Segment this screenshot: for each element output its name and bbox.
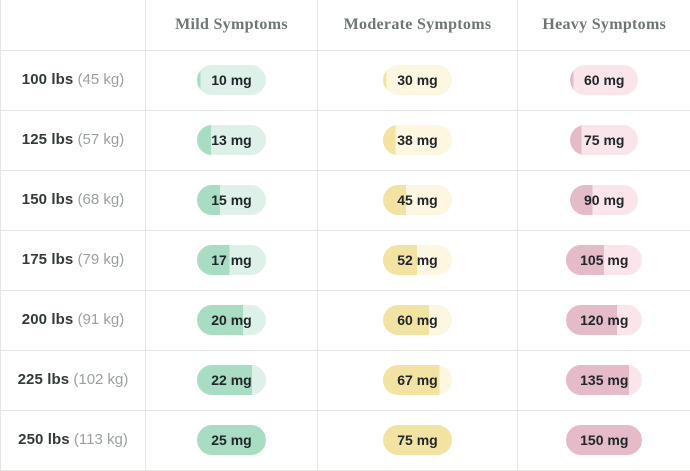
weight-kg: (102 kg) — [69, 371, 128, 388]
header-row: Mild Symptoms Moderate Symptoms Heavy Sy… — [1, 0, 690, 50]
weight-lbs: 150 lbs — [22, 191, 74, 208]
dose-cell-heavy: 105 mg — [518, 230, 690, 290]
dose-cell-moderate: 60 mg — [318, 290, 518, 350]
dose-pill: 105 mg — [566, 245, 642, 275]
table-row: 175 lbs (79 kg) 17 mg 52 mg 105 mg — [1, 230, 690, 290]
dose-pill: 13 mg — [197, 125, 265, 155]
dose-pill: 52 mg — [383, 245, 451, 275]
table-body: 100 lbs (45 kg) 10 mg 30 mg 60 mg 125 lbs (5… — [1, 50, 690, 470]
weight-kg: (45 kg) — [73, 71, 124, 88]
weight-kg: (113 kg) — [70, 431, 128, 448]
dose-pill: 38 mg — [383, 125, 451, 155]
weight-label: 175 lbs (79 kg) — [1, 230, 146, 290]
dose-cell-heavy: 75 mg — [518, 110, 690, 170]
weight-label: 250 lbs (113 kg) — [1, 410, 146, 470]
dose-pill: 90 mg — [570, 185, 638, 215]
dose-cell-moderate: 52 mg — [318, 230, 518, 290]
dose-pill: 60 mg — [570, 65, 638, 95]
table-row: 200 lbs (91 kg) 20 mg 60 mg 120 mg — [1, 290, 690, 350]
table-row: 100 lbs (45 kg) 10 mg 30 mg 60 mg — [1, 50, 690, 110]
dose-pill: 10 mg — [197, 65, 265, 95]
dose-pill: 30 mg — [383, 65, 451, 95]
dose-cell-mild: 22 mg — [146, 350, 318, 410]
weight-lbs: 200 lbs — [22, 311, 74, 328]
weight-lbs: 100 lbs — [22, 71, 74, 88]
table-row: 150 lbs (68 kg) 15 mg 45 mg 90 mg — [1, 170, 690, 230]
weight-kg: (79 kg) — [73, 251, 124, 268]
dose-pill: 60 mg — [383, 305, 451, 335]
column-header-moderate: Moderate Symptoms — [318, 0, 518, 50]
dose-pill: 22 mg — [197, 365, 265, 395]
weight-label: 100 lbs (45 kg) — [1, 50, 146, 110]
dose-cell-mild: 10 mg — [146, 50, 318, 110]
table-row: 125 lbs (57 kg) 13 mg 38 mg 75 mg — [1, 110, 690, 170]
weight-lbs: 125 lbs — [22, 131, 74, 148]
dose-cell-heavy: 135 mg — [518, 350, 690, 410]
dose-cell-moderate: 67 mg — [318, 350, 518, 410]
weight-label: 125 lbs (57 kg) — [1, 110, 146, 170]
weight-lbs: 250 lbs — [18, 431, 70, 448]
dose-cell-heavy: 150 mg — [518, 410, 690, 470]
dose-cell-mild: 20 mg — [146, 290, 318, 350]
dose-cell-moderate: 38 mg — [318, 110, 518, 170]
dose-pill: 15 mg — [197, 185, 265, 215]
weight-kg: (91 kg) — [73, 311, 124, 328]
weight-lbs: 175 lbs — [22, 251, 74, 268]
dose-cell-heavy: 90 mg — [518, 170, 690, 230]
column-header-mild: Mild Symptoms — [146, 0, 318, 50]
weight-label: 225 lbs (102 kg) — [1, 350, 146, 410]
dose-cell-mild: 17 mg — [146, 230, 318, 290]
dose-pill: 25 mg — [197, 425, 265, 455]
dose-pill: 45 mg — [383, 185, 451, 215]
dose-cell-mild: 25 mg — [146, 410, 318, 470]
weight-kg: (57 kg) — [73, 131, 124, 148]
dose-cell-heavy: 60 mg — [518, 50, 690, 110]
weight-kg: (68 kg) — [73, 191, 124, 208]
dose-pill: 120 mg — [566, 305, 642, 335]
dose-pill: 135 mg — [566, 365, 642, 395]
dose-pill: 75 mg — [570, 125, 638, 155]
column-header-heavy: Heavy Symptoms — [518, 0, 690, 50]
weight-label: 150 lbs (68 kg) — [1, 170, 146, 230]
dose-cell-moderate: 45 mg — [318, 170, 518, 230]
dose-pill: 75 mg — [383, 425, 451, 455]
dose-pill: 67 mg — [383, 365, 451, 395]
dose-cell-moderate: 30 mg — [318, 50, 518, 110]
dose-cell-mild: 15 mg — [146, 170, 318, 230]
weight-lbs: 225 lbs — [18, 371, 70, 388]
dose-pill: 150 mg — [566, 425, 642, 455]
table-row: 250 lbs (113 kg) 25 mg 75 mg 150 mg — [1, 410, 690, 470]
dose-pill: 20 mg — [197, 305, 265, 335]
corner-cell — [1, 0, 146, 50]
dose-cell-mild: 13 mg — [146, 110, 318, 170]
dose-cell-moderate: 75 mg — [318, 410, 518, 470]
dose-pill: 17 mg — [197, 245, 265, 275]
dose-cell-heavy: 120 mg — [518, 290, 690, 350]
table-row: 225 lbs (102 kg) 22 mg 67 mg 135 mg — [1, 350, 690, 410]
weight-label: 200 lbs (91 kg) — [1, 290, 146, 350]
